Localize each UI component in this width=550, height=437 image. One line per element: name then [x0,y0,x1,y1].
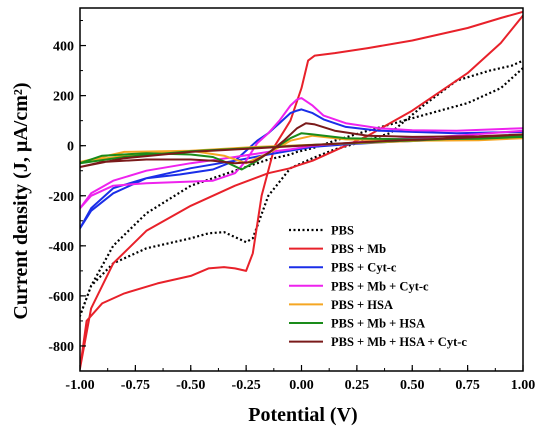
legend: PBS PBS + Mb PBS + Cyt-c PBS + Mb + Cyt-c PB… [289,224,467,349]
y-tick-label: 0 [67,140,74,155]
y-tick-label: -800 [48,340,74,355]
x-tick-label: 0.25 [345,378,370,393]
series-line-3 [80,97,523,210]
legend-label-1: PBS + Mb [331,242,386,256]
x-axis-title: Potential (V) [248,404,357,426]
series-line-6 [80,122,523,168]
series-layer [80,10,523,370]
x-tick-label: -0.75 [121,378,150,393]
series-line-1 [80,10,523,370]
y-tick-label: -200 [48,190,74,205]
y-tick-label: 400 [53,40,74,55]
x-tick-label: 0.75 [455,378,480,393]
y-tick-label: -600 [48,290,74,305]
x-tick-label: -0.25 [232,378,261,393]
x-tick-label: -1.00 [65,378,94,393]
legend-label-4: PBS + HSA [331,298,393,312]
plot-background [80,8,523,371]
axes-layer: -1.00 -0.75 -0.50 -0.25 0.00 0.25 0.50 0.75 1.00… [48,7,536,393]
legend-label-5: PBS + Mb + HSA [331,317,425,331]
legend-label-0: PBS [331,224,354,238]
series-line-2 [80,108,523,230]
x-tick-label: 0.00 [289,378,314,393]
x-tick-label: 0.50 [400,378,425,393]
y-tick-label: -400 [48,240,74,255]
legend-label-2: PBS + Cyt-c [331,261,397,275]
y-tick-label: 200 [53,90,74,105]
plot-area [80,8,523,371]
y-axis-title: Current density (J, µA/cm²) [10,82,32,319]
legend-label-6: PBS + Mb + HSA + Cyt-c [331,335,467,349]
x-tick-label: -0.50 [176,378,205,393]
x-tick-label: 1.00 [511,378,536,393]
series-line-0 [80,59,523,317]
legend-label-3: PBS + Mb + Cyt-c [331,279,429,293]
